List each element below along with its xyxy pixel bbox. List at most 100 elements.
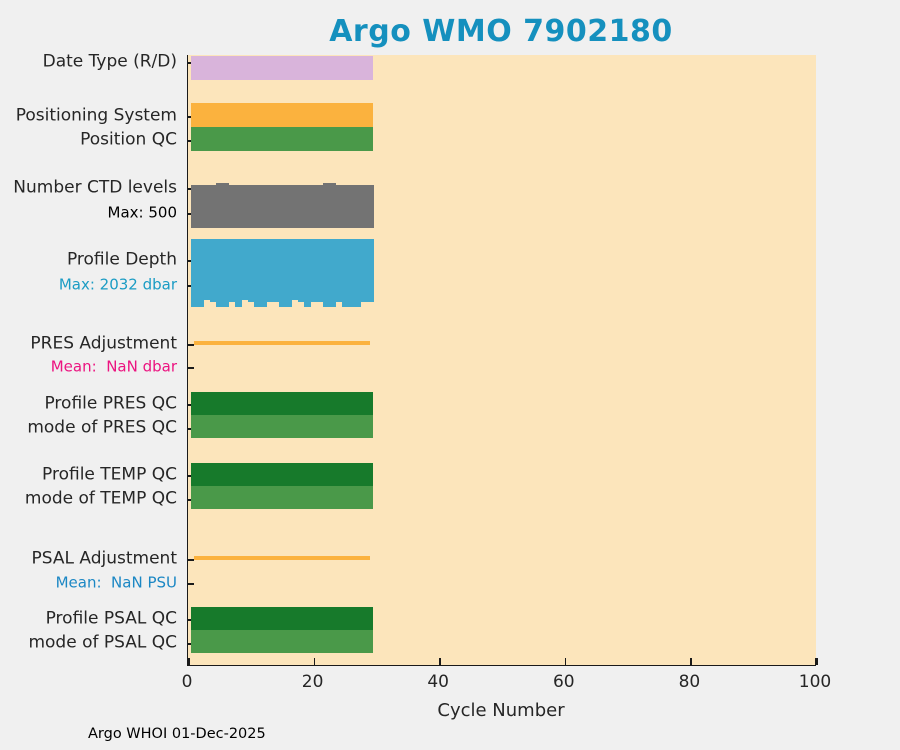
cycle-bar (291, 239, 299, 300)
bar-band (191, 56, 374, 80)
y-axis-label: Profile TEMP QC (42, 464, 177, 485)
cycle-bar (354, 185, 361, 228)
cycle-bar (272, 185, 280, 228)
y-tick (188, 499, 194, 501)
bar-band (191, 127, 374, 151)
y-tick (188, 62, 194, 64)
cycle-bar (266, 239, 274, 302)
cycle-bar (348, 185, 355, 228)
y-tick (188, 188, 194, 190)
footer-caption: Argo WHOI 01-Dec-2025 (88, 726, 266, 742)
cycle-bar (241, 185, 248, 228)
y-tick (188, 344, 194, 346)
x-tick (816, 658, 818, 665)
cycle-bar (253, 239, 261, 307)
y-tick (188, 116, 194, 118)
y-axis-label: Profile PRES QC (44, 393, 177, 414)
cycle-bar (241, 239, 248, 300)
cycle-bar (209, 185, 217, 228)
bar-band (191, 415, 374, 438)
cycle-bar (354, 239, 361, 307)
cycle-bar (360, 185, 368, 228)
y-tick (188, 260, 194, 262)
bar-band (191, 607, 374, 630)
cycle-bar (316, 239, 324, 302)
x-tick (188, 658, 190, 665)
cycle-bar (228, 185, 236, 228)
cycle-bar (335, 185, 343, 228)
cycle-bar (228, 239, 236, 302)
x-tick-label: 0 (181, 672, 193, 692)
cycle-bar (216, 182, 223, 228)
cycle-bar (348, 239, 355, 307)
cycle-bar (285, 185, 292, 228)
x-tick-label: 80 (678, 672, 701, 692)
x-axis-title: Cycle Number (437, 700, 565, 721)
cycle-bar (366, 239, 374, 302)
cycle-bar (316, 185, 324, 228)
cycle-bar (272, 239, 280, 302)
cycle-bar (304, 239, 311, 307)
y-tick (188, 285, 194, 287)
cycle-bar (209, 239, 217, 302)
y-tick (188, 643, 194, 645)
y-axis-label: Profile Depth (66, 249, 177, 270)
cycle-bar (191, 185, 198, 228)
cycle-bar (279, 185, 286, 228)
y-axis-label: Date Type (R/D) (42, 51, 177, 72)
cycle-bar (247, 185, 255, 228)
cycle-bar (310, 239, 318, 302)
cycle-bar (329, 182, 336, 228)
chart-title: Argo WMO 7902180 (329, 14, 673, 49)
cycle-bar (253, 185, 261, 228)
cycle-bar (203, 239, 211, 300)
y-tick (188, 583, 194, 585)
cycle-bar (366, 185, 374, 228)
cycle-bar (341, 185, 349, 228)
cycle-bar (197, 239, 204, 307)
cycle-bar (341, 239, 349, 307)
cycle-bar (222, 182, 230, 228)
cycle-bar (310, 185, 318, 228)
cycle-bar (297, 185, 305, 228)
y-axis-sublabel: Max: 2032 dbar (58, 275, 177, 294)
x-tick (564, 658, 567, 665)
y-axis-label: Number CTD levels (13, 177, 177, 198)
y-axis-sublabel: Mean: NaN PSU (55, 573, 177, 592)
y-axis-label: mode of PSAL QC (28, 632, 177, 653)
bar-band (191, 392, 374, 415)
y-axis-label: mode of PRES QC (27, 417, 177, 438)
cycle-bar (191, 239, 198, 307)
y-axis-label: mode of TEMP QC (24, 488, 177, 509)
y-tick (188, 367, 194, 369)
cycle-bar (260, 239, 267, 307)
y-tick (188, 404, 194, 406)
cycle-bar (216, 239, 223, 307)
bar-band (191, 463, 374, 486)
cycle-bar (360, 239, 368, 302)
cycle-bar (222, 239, 230, 307)
cycle-bar (260, 185, 267, 228)
y-tick (188, 213, 194, 215)
cycle-bar (235, 185, 242, 228)
y-axis-label: Profile PSAL QC (45, 608, 177, 629)
cycle-bar (266, 185, 274, 228)
bar-band (191, 630, 374, 653)
x-tick (313, 658, 316, 665)
plot-area (187, 55, 818, 666)
cycle-bar (323, 239, 330, 307)
cycle-bar (291, 185, 299, 228)
y-axis-sublabel: Mean: NaN dbar (50, 357, 177, 376)
cycle-bar (203, 185, 211, 228)
x-tick-label: 100 (798, 672, 832, 692)
y-tick (188, 475, 194, 477)
adjustment-line (194, 341, 371, 345)
cycle-bar (335, 239, 343, 302)
x-tick (690, 658, 692, 665)
x-tick-label: 60 (552, 672, 575, 692)
y-tick (188, 619, 194, 621)
axis-corner-tick (814, 658, 816, 665)
cycle-bar (235, 239, 242, 307)
x-tick-label: 40 (427, 672, 450, 692)
bar-band (191, 103, 374, 127)
